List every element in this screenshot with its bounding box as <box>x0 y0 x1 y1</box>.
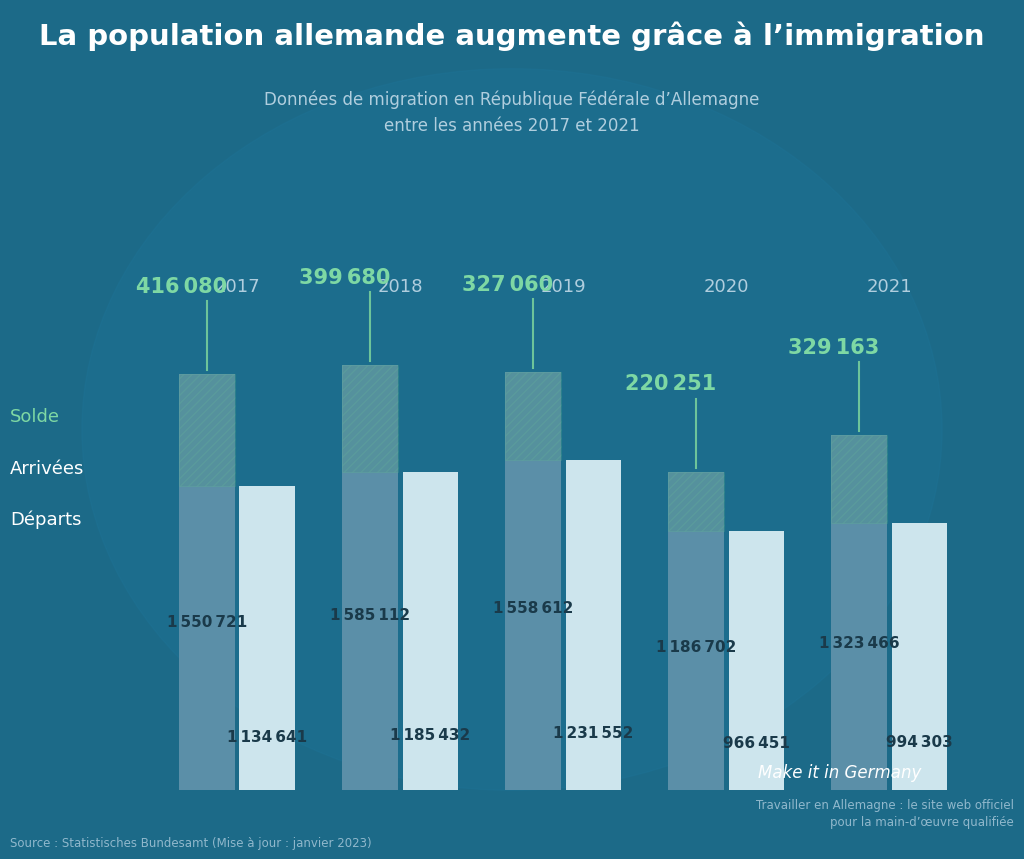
Text: 1 231 552: 1 231 552 <box>553 726 634 740</box>
Bar <box>831 436 887 523</box>
Text: 416 080: 416 080 <box>136 277 227 297</box>
Bar <box>565 460 622 790</box>
Text: Travailler en Allemagne : le site web officiel
pour la main-d’œuvre qualifiée: Travailler en Allemagne : le site web of… <box>756 799 1014 829</box>
Text: 1 186 702: 1 186 702 <box>656 640 736 655</box>
Text: Données de migration en République Fédérale d’Allemagne
entre les années 2017 et: Données de migration en République Fédér… <box>264 90 760 135</box>
Text: 1 585 112: 1 585 112 <box>330 608 410 623</box>
Text: 994 303: 994 303 <box>886 735 953 750</box>
Bar <box>402 472 458 790</box>
Text: 1 558 612: 1 558 612 <box>493 601 573 616</box>
Bar <box>342 365 397 472</box>
Bar <box>179 375 234 486</box>
Text: Arrivées: Arrivées <box>10 460 85 478</box>
Text: Solde: Solde <box>10 408 60 426</box>
Text: 2017: 2017 <box>214 278 260 296</box>
Bar <box>342 365 397 790</box>
Text: 2019: 2019 <box>541 278 586 296</box>
Text: 1 323 466: 1 323 466 <box>819 636 899 651</box>
Bar <box>505 372 561 460</box>
Text: 220 251: 220 251 <box>625 375 716 394</box>
Bar <box>831 436 887 790</box>
Text: Départs: Départs <box>10 511 82 529</box>
Bar <box>669 472 724 531</box>
Text: 966 451: 966 451 <box>723 736 790 752</box>
Bar <box>240 486 295 790</box>
Bar <box>892 523 947 790</box>
Text: 327 060: 327 060 <box>462 275 553 295</box>
Text: 2018: 2018 <box>378 278 423 296</box>
Text: 329 163: 329 163 <box>787 338 880 358</box>
Text: La population allemande augmente grâce à l’immigration: La population allemande augmente grâce à… <box>39 21 985 51</box>
Text: 1 185 432: 1 185 432 <box>390 728 470 742</box>
Bar <box>729 531 784 790</box>
Text: Source : Statistisches Bundesamt (Mise à jour : janvier 2023): Source : Statistisches Bundesamt (Mise à… <box>10 838 372 850</box>
Text: 2021: 2021 <box>866 278 912 296</box>
Text: Make it in Germany: Make it in Germany <box>758 764 922 782</box>
Text: 1 550 721: 1 550 721 <box>167 615 247 631</box>
Text: 399 680: 399 680 <box>299 267 390 288</box>
Text: 1 134 641: 1 134 641 <box>227 729 307 745</box>
Text: 2020: 2020 <box>703 278 749 296</box>
Bar <box>179 375 234 790</box>
Bar <box>669 472 724 790</box>
Bar <box>505 372 561 790</box>
